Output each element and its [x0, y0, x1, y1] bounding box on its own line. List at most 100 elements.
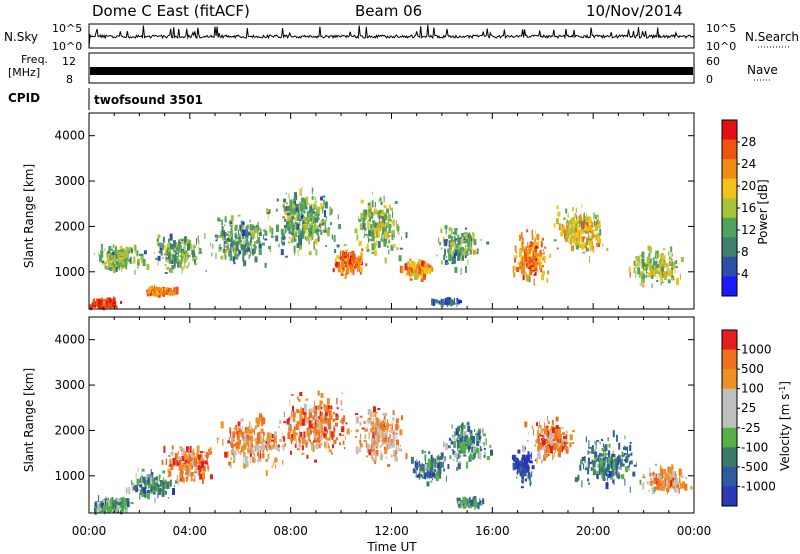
power-cell — [383, 222, 387, 226]
power-cell — [544, 246, 547, 249]
power-cell — [232, 256, 235, 263]
power-cell — [525, 246, 528, 249]
velocity-cell — [594, 440, 596, 445]
power-cell — [450, 241, 453, 247]
velocity-cell — [106, 508, 110, 513]
power-cell — [423, 267, 427, 275]
power-cell — [471, 247, 473, 251]
velocity-cell — [112, 502, 114, 508]
velocity-colorbar-label-main: Velocity [m s — [778, 394, 792, 471]
velocity-cell — [602, 457, 606, 462]
power-cell — [459, 237, 462, 240]
velocity-cell — [544, 427, 547, 435]
velocity-cell — [220, 421, 224, 429]
velocity-cell — [150, 469, 152, 476]
velocity-cell — [463, 454, 467, 457]
power-cell — [292, 214, 295, 217]
freq-label: Freq. — [21, 53, 48, 66]
velocity-cell — [396, 432, 398, 435]
velocity-cell — [235, 441, 239, 449]
velocity-cell — [265, 443, 269, 447]
power-cell — [572, 207, 574, 212]
power-cell — [113, 296, 115, 304]
velocity-cell — [447, 445, 451, 449]
velocity-cell — [606, 453, 609, 456]
velocity-cell — [459, 425, 462, 429]
velocity-cell — [141, 475, 143, 481]
velocity-cell — [605, 482, 609, 490]
velocity-cell — [588, 446, 592, 449]
power-cell — [638, 274, 641, 278]
power-cell — [339, 250, 341, 258]
power-cell — [571, 245, 575, 252]
power-cell — [576, 216, 578, 220]
velocity-cell — [193, 456, 197, 461]
velocity-cell — [461, 422, 464, 426]
power-cell — [315, 249, 318, 256]
velocity-cell — [335, 437, 338, 441]
power-cell — [469, 252, 471, 255]
velocity-cell — [554, 429, 557, 434]
power-cell — [173, 249, 177, 253]
power-cell — [582, 213, 584, 220]
power-cell — [381, 239, 385, 242]
velocity-cell — [528, 455, 531, 463]
power-cell — [383, 195, 385, 203]
velocity-cell — [355, 413, 359, 415]
power-cell — [371, 191, 373, 195]
velocity-cell — [608, 443, 611, 448]
power-cell — [641, 262, 643, 269]
power-cell — [375, 210, 379, 214]
power-cell — [204, 232, 206, 239]
velocity-cell — [244, 427, 246, 434]
velocity-cell — [162, 470, 166, 474]
power-cell — [109, 255, 111, 261]
power-cell — [224, 232, 227, 237]
power-cell — [438, 300, 441, 305]
velocity-cell — [147, 473, 149, 478]
velocity-cell — [258, 458, 262, 461]
power-cell — [237, 247, 239, 252]
power-cell — [295, 203, 299, 207]
power-cell — [454, 266, 458, 273]
power-cell — [380, 196, 382, 201]
velocity-cell — [366, 445, 370, 453]
power-cell — [106, 297, 109, 305]
power-cell — [267, 212, 269, 220]
velocity-cell — [174, 452, 178, 459]
power-cell — [154, 257, 158, 260]
velocity-cell — [393, 450, 396, 455]
power-cell — [337, 261, 340, 268]
velocity-cell — [547, 435, 549, 443]
power-cell — [170, 267, 174, 273]
velocity-cell — [627, 454, 631, 457]
power-cell — [448, 227, 451, 232]
velocity-cell — [661, 474, 664, 479]
power-cell — [353, 267, 355, 275]
power-cell — [126, 248, 130, 252]
velocity-cell — [528, 473, 531, 481]
velocity-cell — [673, 488, 675, 492]
power-cell — [371, 251, 375, 254]
power-cell — [177, 242, 181, 245]
power-cell — [449, 249, 452, 257]
velocity-cell — [664, 486, 666, 489]
power-cell — [230, 224, 233, 228]
power-cell — [282, 204, 285, 207]
power-cell — [445, 299, 447, 304]
velocity-cell — [381, 424, 384, 431]
power-cell — [240, 239, 243, 242]
velocity-cell — [558, 438, 560, 442]
velocity-cell — [374, 428, 378, 436]
power-cell — [379, 227, 382, 232]
velocity-cell — [279, 419, 282, 424]
power-cell — [309, 212, 312, 219]
power-cell — [251, 236, 253, 244]
power-cell — [374, 235, 376, 242]
power-cell — [258, 243, 262, 250]
power-cell — [391, 231, 394, 239]
power-cell — [357, 260, 361, 267]
power-cell — [602, 243, 604, 247]
velocity-cell — [476, 430, 478, 435]
power-cell — [344, 273, 347, 279]
